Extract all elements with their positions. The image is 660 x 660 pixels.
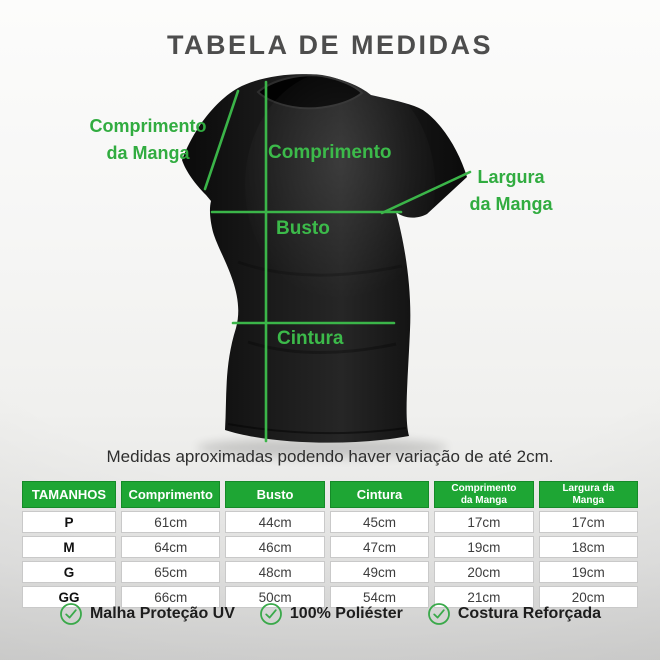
measure-cell: 18cm bbox=[538, 536, 638, 558]
measure-cell: 48cm bbox=[225, 561, 325, 583]
tshirt-image bbox=[182, 70, 472, 458]
feature-uv-protection: Malha Proteção UV bbox=[59, 602, 235, 626]
feature-polyester: 100% Poliéster bbox=[259, 602, 403, 626]
sleeve-width-label: Largura da Manga bbox=[469, 167, 553, 214]
measure-cell: 19cm bbox=[538, 561, 638, 583]
measure-cell: 66cm bbox=[121, 586, 221, 608]
measure-cell: 46cm bbox=[225, 536, 325, 558]
measure-cell: 20cm bbox=[538, 586, 638, 608]
measure-cell: 50cm bbox=[225, 586, 325, 608]
col-header-waist: Cintura bbox=[329, 481, 430, 508]
measure-cell: 65cm bbox=[121, 561, 221, 583]
col-header-sizes: TAMANHOS bbox=[22, 481, 116, 508]
measure-cell: 21cm bbox=[434, 586, 534, 608]
sleeve-length-label: Comprimento da Manga bbox=[89, 116, 207, 163]
size-cell: GG bbox=[22, 586, 116, 608]
disclaimer-text: Medidas aproximadas podendo haver variaç… bbox=[106, 447, 554, 466]
size-cell: P bbox=[22, 511, 116, 533]
measure-cell: 64cm bbox=[121, 536, 221, 558]
fabric-wrinkle bbox=[247, 340, 397, 355]
measure-cell: 47cm bbox=[329, 536, 430, 558]
measure-cell: 44cm bbox=[225, 511, 325, 533]
feature-badges: Malha Proteção UV 100% Poliéster Costura… bbox=[0, 602, 660, 626]
measure-cell: 61cm bbox=[121, 511, 221, 533]
chest-highlight bbox=[245, 70, 435, 300]
measure-cell: 17cm bbox=[538, 511, 638, 533]
measure-cell: 54cm bbox=[329, 586, 430, 608]
sleeve-width-measure-line bbox=[380, 170, 472, 215]
feature-label: Costura Reforçada bbox=[457, 605, 602, 622]
feature-reinforced-seam: Costura Reforçada bbox=[427, 602, 601, 626]
measure-cell: 17cm bbox=[434, 511, 534, 533]
measure-cell: 45cm bbox=[329, 511, 430, 533]
check-circle-icon bbox=[60, 603, 82, 625]
size-cell: M bbox=[22, 536, 116, 558]
check-circle-icon bbox=[427, 603, 450, 625]
hem-stitch bbox=[227, 423, 407, 435]
col-header-sleeve-width: Largura da Manga bbox=[538, 481, 638, 508]
measure-cell: 49cm bbox=[329, 561, 430, 583]
size-table: TAMANHOS Comprimento Busto Cintura Compr… bbox=[22, 481, 638, 608]
measure-cell: 19cm bbox=[434, 536, 534, 558]
col-header-bust: Busto bbox=[225, 481, 325, 508]
sleeve-length-measure-line bbox=[203, 89, 240, 191]
page-title: TABELA DE MEDIDAS bbox=[167, 30, 493, 60]
size-cell: G bbox=[22, 561, 116, 583]
length-label: Comprimento bbox=[268, 142, 392, 163]
col-header-sleeve-length: Comprimento da Manga bbox=[434, 481, 534, 508]
bust-label: Busto bbox=[276, 218, 330, 239]
waist-label: Cintura bbox=[277, 328, 344, 349]
fabric-wrinkle bbox=[237, 260, 403, 277]
col-header-length: Comprimento bbox=[121, 481, 221, 508]
check-circle-icon bbox=[260, 603, 282, 625]
measure-cell: 20cm bbox=[434, 561, 534, 583]
shirt-figure: Comprimento da Manga Comprimento Largura… bbox=[89, 70, 553, 458]
feature-label: Malha Proteção UV bbox=[89, 605, 235, 622]
feature-label: 100% Poliéster bbox=[289, 605, 403, 622]
ground-shadow bbox=[197, 438, 447, 458]
